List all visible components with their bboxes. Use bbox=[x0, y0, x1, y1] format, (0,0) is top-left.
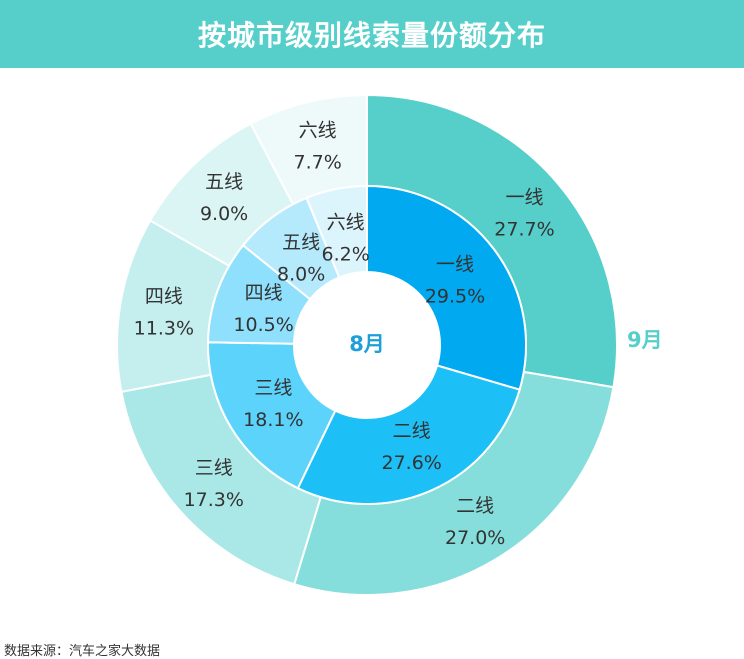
inner-slice-六线 bbox=[305, 184, 368, 279]
chart-title: 按城市级别线索量份额分布 bbox=[197, 19, 546, 52]
chart-header: 按城市级别线索量份额分布 bbox=[0, 0, 744, 68]
outer-value-label: 7.7% bbox=[294, 151, 342, 173]
outer-ring-9月 bbox=[116, 93, 618, 596]
outer-value-label: 17.3% bbox=[184, 489, 244, 511]
outer-category-label: 六线 bbox=[299, 119, 337, 141]
inner-category-label: 三线 bbox=[254, 377, 292, 399]
inner-value-label: 29.5% bbox=[425, 286, 485, 308]
outer-category-label: 五线 bbox=[205, 171, 243, 193]
data-source-note: 数据来源：汽车之家大数据 bbox=[4, 644, 161, 659]
inner-slice-三线 bbox=[207, 341, 337, 490]
outer-ring-label: 9月 bbox=[627, 328, 663, 352]
inner-category-label: 五线 bbox=[282, 231, 320, 253]
inner-value-label: 18.1% bbox=[243, 409, 303, 431]
outer-category-label: 一线 bbox=[505, 187, 543, 209]
inner-slice-一线 bbox=[366, 184, 527, 391]
inner-category-label: 四线 bbox=[245, 282, 283, 304]
outer-category-label: 三线 bbox=[195, 457, 233, 479]
inner-category-label: 二线 bbox=[393, 420, 431, 442]
outer-value-label: 11.3% bbox=[134, 317, 194, 339]
outer-category-label: 四线 bbox=[145, 285, 183, 307]
inner-value-label: 27.6% bbox=[381, 452, 441, 474]
outer-value-label: 27.0% bbox=[445, 527, 505, 549]
inner-ring-8月 bbox=[207, 184, 527, 505]
inner-value-label: 10.5% bbox=[233, 314, 293, 336]
inner-value-label: 8.0% bbox=[277, 263, 325, 285]
inner-category-label: 一线 bbox=[436, 254, 474, 276]
outer-value-label: 9.0% bbox=[200, 203, 248, 225]
inner-category-label: 六线 bbox=[327, 212, 365, 234]
segment-labels: 一线 29.5% 二线 27.6% 三线 18.1% 四线 10.5% 五线 8.0% 六线 6.2%… bbox=[134, 119, 555, 548]
center-label: 8月 bbox=[349, 332, 385, 356]
donut-chart: 一线 29.5% 二线 27.6% 三线 18.1% 四线 10.5% 五线 8.0% 六线 6.2%… bbox=[116, 93, 663, 596]
inner-slice-二线 bbox=[296, 364, 521, 505]
outer-value-label: 27.7% bbox=[494, 219, 554, 241]
inner-value-label: 6.2% bbox=[322, 244, 370, 266]
outer-category-label: 二线 bbox=[456, 495, 494, 517]
